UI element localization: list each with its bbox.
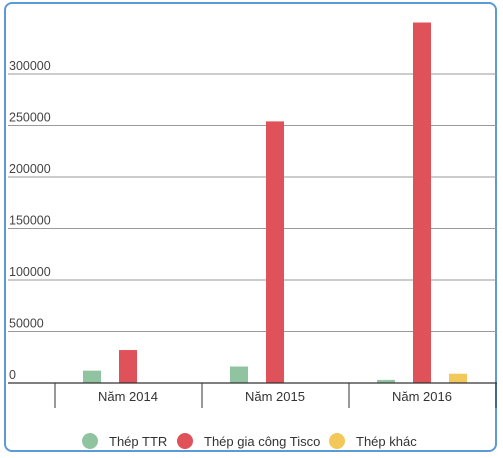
- legend-swatch: [82, 433, 98, 449]
- legend-item[interactable]: Thép gia công Tisco: [177, 433, 320, 449]
- x-tick-label: Năm 2014: [98, 389, 158, 404]
- y-tick-label: 300000: [9, 59, 51, 73]
- legend[interactable]: Thép TTR Thép gia công Tisco Thép khác: [82, 433, 417, 449]
- bar-1-0[interactable]: [119, 350, 137, 383]
- legend-swatch: [329, 433, 345, 449]
- bars: [83, 22, 467, 384]
- bar-0-0[interactable]: [83, 370, 101, 383]
- bar-0-2[interactable]: [377, 379, 395, 383]
- y-tick-label: 0: [9, 368, 16, 382]
- legend-label: Thép TTR: [109, 434, 167, 449]
- y-tick-label: 200000: [9, 162, 51, 176]
- y-tick-label: 50000: [9, 317, 44, 331]
- legend-item[interactable]: Thép khác: [329, 433, 417, 449]
- y-tick-label: 100000: [9, 265, 51, 279]
- bar-2-2[interactable]: [449, 373, 467, 383]
- x-axis: Năm 2014 Năm 2015 Năm 2016: [8, 382, 497, 408]
- bar-0-1[interactable]: [230, 366, 248, 383]
- legend-label: Thép khác: [356, 434, 417, 449]
- legend-swatch: [177, 433, 193, 449]
- y-tick-label: 250000: [9, 111, 51, 125]
- bar-1-1[interactable]: [266, 121, 284, 383]
- x-tick-label: Năm 2016: [392, 389, 452, 404]
- bar-1-2[interactable]: [413, 22, 431, 384]
- y-tick-label: 150000: [9, 214, 51, 228]
- y-axis-ticks: 0 50000 100000 150000 200000 250000 300000: [9, 59, 51, 382]
- x-tick-label: Năm 2015: [245, 389, 305, 404]
- legend-item[interactable]: Thép TTR: [82, 433, 167, 449]
- legend-label: Thép gia công Tisco: [204, 434, 320, 449]
